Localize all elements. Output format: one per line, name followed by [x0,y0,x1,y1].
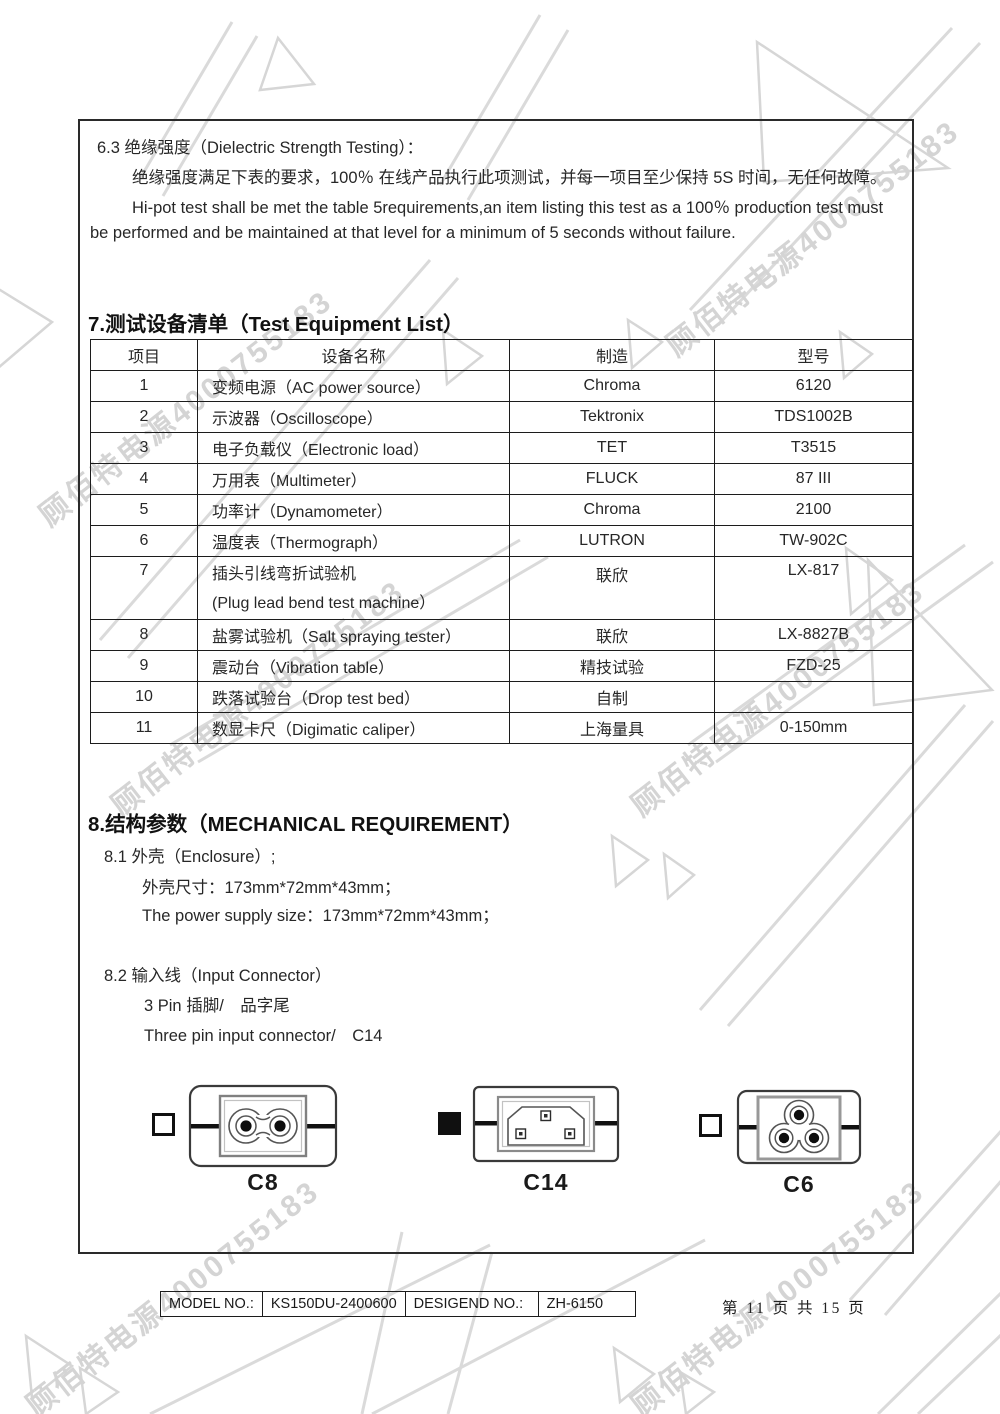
triangle-icon [258,35,317,92]
cell-model: 0-150mm [714,712,913,744]
cell-item: 5 [90,494,198,526]
equipment-table: 项目 设备名称 制造 型号 1 变频电源（AC power source） Ch… [90,339,913,744]
cell-manufacturer: 联欣 [509,619,715,651]
section6-line-en2: be performed and be maintained at that l… [90,224,736,242]
cell-item: 10 [90,681,198,713]
c8-label: C8 [247,1169,279,1195]
triangle-icon [678,1369,717,1414]
footer-model-table: MODEL NO.: KS150DU-2400600 DESIGEND NO.:… [160,1291,636,1317]
cell-equipment: 插头引线弯折试验机 (Plug lead bend test machine） [197,556,510,620]
cell-item: 4 [90,463,198,495]
table-row: 11 数显卡尺（Digimatic caliper） 上海量具 0-150mm [90,712,913,744]
triangle-icon [24,1333,75,1401]
checkbox-c8[interactable] [152,1113,175,1136]
cell-item: 8 [90,619,198,651]
cell-item: 1 [90,370,198,402]
table-row: 9 震动台（Vibration table） 精技试验 FZD-25 [90,650,913,682]
cell-model: 6120 [714,370,913,402]
cell-equipment: 数显卡尺（Digimatic caliper） [197,712,510,744]
cell-model: TDS1002B [714,401,913,433]
c14-label: C14 [523,1169,569,1195]
table-row: 3 电子负载仪（Electronic load） TET T3515 [90,432,913,464]
design-no-value: ZH-6150 [537,1291,636,1317]
cell-equipment: 跌落试验台（Drop test bed） [197,681,510,713]
c8-connector-icon [188,1084,338,1168]
cell-model: 2100 [714,494,913,526]
model-no-value: KS150DU-2400600 [261,1291,406,1317]
triangle-icon [78,1365,121,1414]
section8-1-heading: 8.1 外壳（Enclosure）; [104,848,276,866]
c6-label: C6 [783,1171,815,1197]
table-row: 1 变频电源（AC power source） Chroma 6120 [90,370,913,402]
cell-model [714,681,913,713]
checkbox-c14[interactable] [438,1112,461,1135]
table-header-row: 项目 设备名称 制造 型号 [90,339,913,371]
table-row: 5 功率计（Dynamometer） Chroma 2100 [90,494,913,526]
table-row: 8 盐雾试验机（Salt spraying tester） 联欣 LX-8827… [90,619,913,651]
c14-connector-icon [472,1085,620,1163]
cell-equipment: 变频电源（AC power source） [197,370,510,402]
cell-equipment: 示波器（Oscilloscope） [197,401,510,433]
section8-2-heading: 8.2 输入线（Input Connector） [104,967,332,985]
cell-model: TW-902C [714,525,913,557]
col-header-manufacturer: 制造 [509,339,715,371]
cell-model: FZD-25 [714,650,913,682]
enclosure-size-cn: 外壳尺寸：173mm*72mm*43mm； [142,879,401,897]
section7-heading: 7.测试设备清单（Test Equipment List） [88,313,464,336]
section6-line-cn: 绝缘强度满足下表的要求，100％ 在线产品执行此项测试，并每一项目至少保持 5S… [132,169,887,187]
cell-equipment: 电子负载仪（Electronic load） [197,432,510,464]
cell-manufacturer: 自制 [509,681,715,713]
col-header-equipment: 设备名称 [197,339,510,371]
col-header-item: 项目 [90,339,198,371]
cell-item: 6 [90,525,198,557]
cell-item: 9 [90,650,198,682]
section6-heading: 6.3 绝缘强度（Dielectric Strength Testing）： [97,139,424,157]
cell-manufacturer: FLUCK [509,463,715,495]
triangle-icon [612,1345,657,1405]
cell-model: T3515 [714,432,913,464]
triangle-icon [0,288,55,368]
cell-item: 11 [90,712,198,744]
content-frame: 6.3 绝缘强度（Dielectric Strength Testing）： 绝… [78,119,914,1254]
cell-item: 3 [90,432,198,464]
c6-connector-icon [736,1089,862,1165]
cell-manufacturer: Chroma [509,494,715,526]
cell-manufacturer: Tektronix [509,401,715,433]
table-row: 4 万用表（Multimeter） FLUCK 87 III [90,463,913,495]
cell-manufacturer: 精技试验 [509,650,715,682]
cell-item: 7 [90,556,198,620]
cell-equipment: 震动台（Vibration table） [197,650,510,682]
col-header-model: 型号 [714,339,913,371]
cell-manufacturer: 联欣 [509,556,715,620]
table-row: 7 插头引线弯折试验机 (Plug lead bend test machine… [90,556,913,620]
cell-item: 2 [90,401,198,433]
design-no-label: DESIGEND NO.: [404,1291,539,1317]
cell-model: LX-8827B [714,619,913,651]
cell-equipment: 盐雾试验机（Salt spraying tester） [197,619,510,651]
table-row: 6 温度表（Thermograph） LUTRON TW-902C [90,525,913,557]
input-connector-cn: 3 Pin 插脚/ 品字尾 [144,997,290,1015]
cell-equipment: 功率计（Dynamometer） [197,494,510,526]
checkbox-c6[interactable] [699,1114,722,1137]
model-no-label: MODEL NO.: [160,1291,263,1317]
cell-equipment: 万用表（Multimeter） [197,463,510,495]
cell-manufacturer: LUTRON [509,525,715,557]
section6-line-en1: Hi-pot test shall be met the table 5requ… [132,199,884,217]
section8-heading: 8.结构参数（MECHANICAL REQUIREMENT） [88,813,523,836]
cell-manufacturer: 上海量具 [509,712,715,744]
cell-manufacturer: TET [509,432,715,464]
cell-equipment: 温度表（Thermograph） [197,525,510,557]
cell-manufacturer: Chroma [509,370,715,402]
input-connector-en: Three pin input connector/ C14 [144,1027,383,1045]
cell-model: 87 III [714,463,913,495]
table-row: 2 示波器（Oscilloscope） Tektronix TDS1002B [90,401,913,433]
cell-model: LX-817 [714,556,913,620]
page-number: 第 11 页 共 15 页 [722,1300,867,1317]
table-row: 10 跌落试验台（Drop test bed） 自制 [90,681,913,713]
enclosure-size-en: The power supply size：173mm*72mm*43mm； [142,907,499,925]
